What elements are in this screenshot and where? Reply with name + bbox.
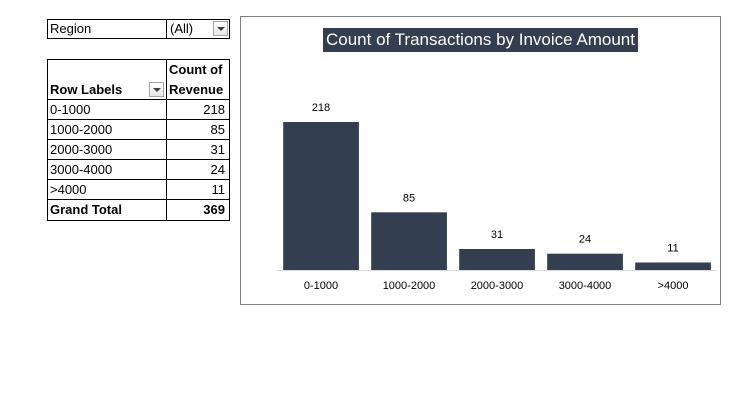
count-of-revenue-header: Count of Revenue (169, 62, 224, 97)
x-axis-tick-label: 2000-3000 (471, 280, 524, 292)
chart-bar[interactable] (547, 253, 623, 270)
chart-data-label: 24 (579, 234, 591, 246)
row-value: 218 (203, 102, 225, 117)
x-axis-tick-label: 1000-2000 (383, 280, 436, 292)
row-value: 11 (211, 182, 226, 197)
row-label: 2000-3000 (48, 140, 167, 159)
pivot-header: Row Labels Count of Revenue (48, 60, 229, 100)
row-label: 0-1000 (48, 100, 167, 119)
row-value: 31 (210, 142, 225, 157)
grand-total-row[interactable]: Grand Total 369 (48, 200, 229, 220)
chart-bar[interactable] (371, 212, 447, 270)
region-filter-dropdown-icon[interactable] (213, 21, 228, 36)
x-axis-tick-label: 0-1000 (304, 280, 338, 292)
row-labels-header: Row Labels (48, 60, 167, 99)
table-row[interactable]: 2000-3000 31 (48, 140, 229, 160)
table-row[interactable]: 3000-4000 24 (48, 160, 229, 180)
row-label: >4000 (48, 180, 167, 199)
chart-title[interactable]: Count of Transactions by Invoice Amount (322, 28, 638, 52)
chart-bar[interactable] (635, 262, 711, 271)
region-filter: Region (All) (47, 19, 230, 39)
chart-bar[interactable] (283, 122, 359, 270)
region-filter-value[interactable]: (All) (167, 20, 229, 38)
region-filter-label: Region (48, 20, 167, 38)
row-label: 3000-4000 (48, 160, 167, 179)
x-axis-tick-label: >4000 (658, 280, 689, 292)
chart-data-label: 11 (667, 243, 678, 255)
chart-data-label: 31 (491, 229, 503, 241)
chart-data-label: 85 (403, 192, 415, 204)
row-value: 85 (210, 122, 225, 137)
table-row[interactable]: >4000 11 (48, 180, 229, 200)
row-value: 24 (210, 162, 225, 177)
table-row[interactable]: 0-1000 218 (48, 100, 229, 120)
grand-total-value: 369 (203, 202, 225, 217)
row-labels-header-text: Row Labels (50, 82, 123, 97)
chart-plot-area[interactable]: 218 0-1000 85 1000-2000 31 2000-3000 24 3000-40… (241, 17, 720, 304)
row-label: 1000-2000 (48, 120, 167, 139)
region-filter-value-text: (All) (170, 21, 194, 36)
table-row[interactable]: 1000-2000 85 (48, 120, 229, 140)
pivot-chart[interactable]: Count of Transactions by Invoice Amount … (240, 16, 721, 305)
pivot-table: Row Labels Count of Revenue 0-1000 218 1… (47, 59, 230, 221)
chart-data-label: 218 (312, 102, 330, 114)
grand-total-label: Grand Total (48, 200, 167, 220)
x-axis-tick-label: 3000-4000 (559, 280, 612, 292)
row-labels-filter-dropdown-icon[interactable] (149, 82, 164, 97)
chart-bar[interactable] (459, 249, 535, 270)
